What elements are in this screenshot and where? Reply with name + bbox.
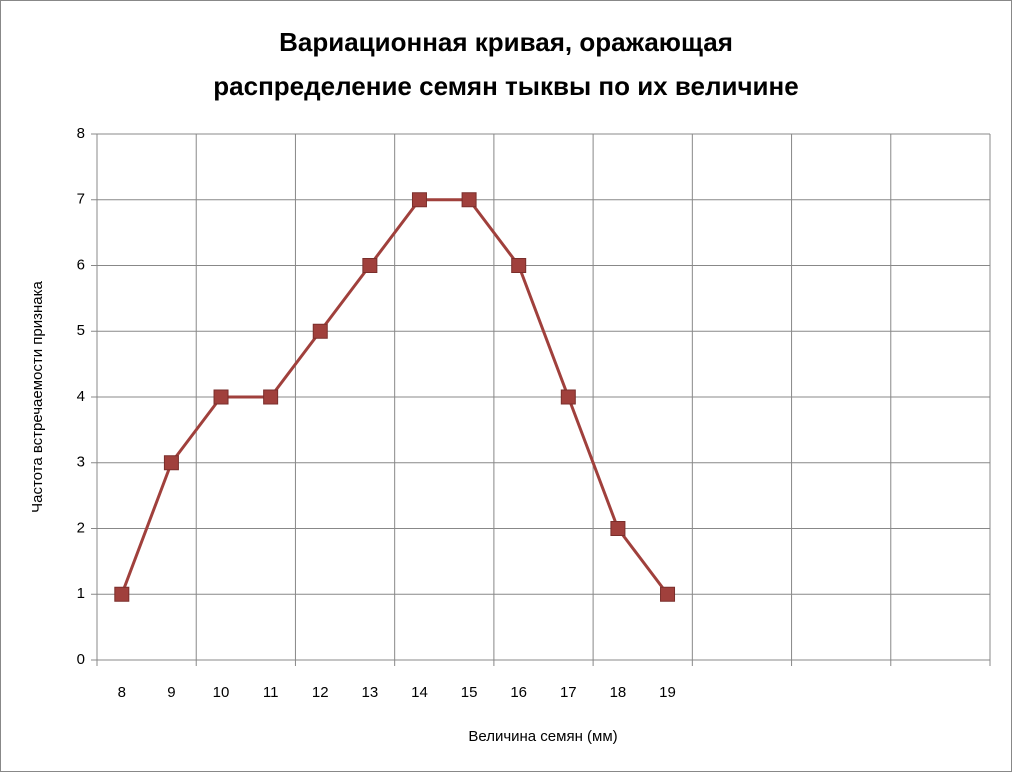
marker	[213, 389, 229, 405]
x-tick-label: 18	[610, 684, 627, 701]
marker	[560, 389, 576, 405]
y-tick-label: 5	[77, 322, 85, 339]
y-tick-label: 7	[77, 191, 85, 208]
x-tick-label: 19	[659, 684, 676, 701]
marker	[263, 389, 279, 405]
marker	[114, 586, 130, 602]
x-tick-label: 8	[118, 684, 126, 701]
x-tick-label: 17	[560, 684, 577, 701]
marker	[312, 323, 328, 339]
y-tick-label: 3	[77, 454, 85, 471]
x-tick-label: 10	[213, 684, 230, 701]
x-tick-label: 16	[510, 684, 527, 701]
x-tick-label: 11	[263, 684, 279, 701]
marker	[411, 192, 427, 208]
chart-title: распределение семян тыквы по их величине	[213, 71, 798, 101]
y-tick-label: 8	[77, 125, 85, 142]
marker	[163, 455, 179, 471]
y-tick-label: 1	[77, 585, 85, 602]
series-line	[120, 198, 669, 596]
y-axis-title: Частота встречаемости признака	[29, 280, 46, 512]
marker	[610, 521, 626, 536]
marker	[660, 586, 676, 602]
marker	[461, 192, 477, 208]
chart-title: Вариационная кривая, оражающая	[279, 27, 733, 57]
y-tick-label: 4	[77, 388, 85, 405]
x-tick-label: 12	[312, 684, 329, 701]
marker	[511, 258, 527, 273]
x-tick-label: 13	[362, 684, 379, 701]
y-tick-label: 0	[77, 651, 85, 668]
x-tick-label: 9	[167, 684, 175, 701]
y-tick-label: 6	[77, 256, 85, 273]
x-tick-label: 15	[461, 684, 478, 701]
x-axis-title: Величина семян (мм)	[468, 728, 617, 745]
x-tick-label: 14	[411, 684, 428, 701]
marker	[362, 258, 378, 273]
y-tick-label: 2	[77, 519, 85, 536]
